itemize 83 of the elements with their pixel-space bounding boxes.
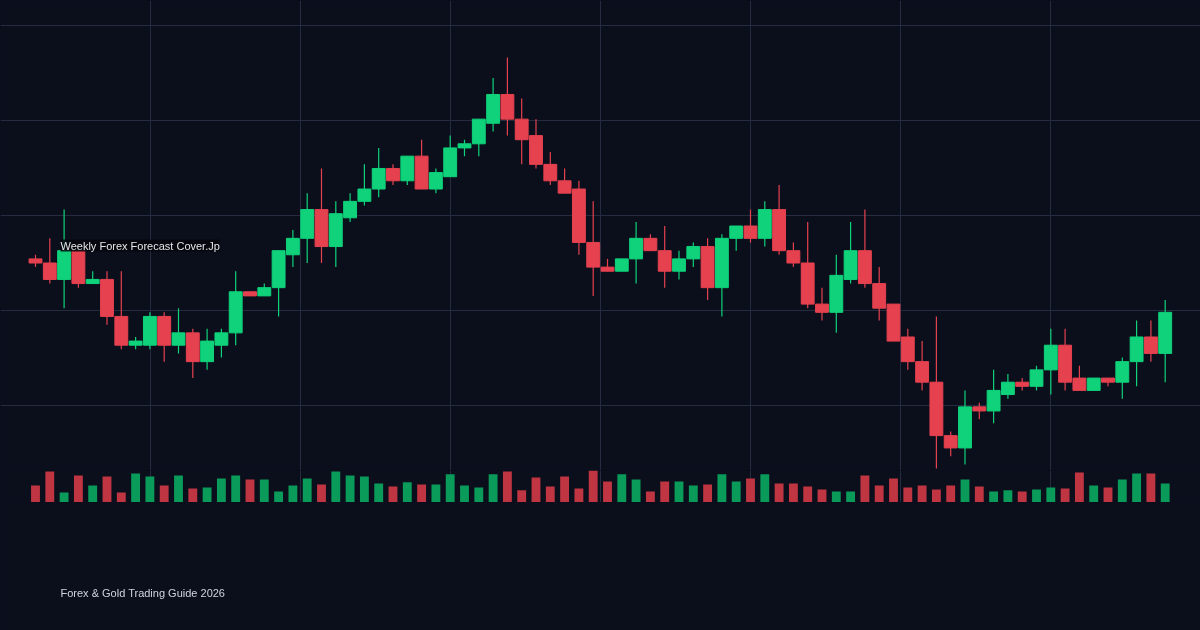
bar [946, 485, 956, 502]
bar [288, 485, 298, 502]
bar [245, 479, 255, 502]
bar [760, 474, 770, 502]
bar [631, 479, 641, 502]
bar [1089, 485, 1099, 502]
bar [145, 476, 155, 502]
bar [717, 474, 727, 502]
bar [889, 478, 898, 502]
bar [517, 490, 527, 502]
bar [474, 487, 484, 502]
bar [460, 485, 469, 502]
bar [774, 483, 784, 502]
bar [803, 486, 813, 502]
bar [331, 471, 341, 502]
bar [488, 474, 498, 502]
bar [703, 484, 713, 502]
bar [1032, 489, 1041, 502]
bar [617, 474, 627, 502]
bar [417, 484, 427, 502]
bar [159, 485, 169, 502]
text: Weekly Forex Forecast Cover.Jp [60, 239, 220, 252]
bar [545, 486, 555, 502]
bar [1046, 487, 1056, 502]
bar [445, 474, 455, 502]
bar [788, 483, 798, 502]
candlestick [386, 163, 400, 186]
bar [1017, 491, 1027, 502]
candlestick [1143, 319, 1158, 363]
bar [846, 491, 856, 502]
bar [302, 478, 312, 502]
bar [402, 482, 412, 502]
bar [860, 475, 870, 502]
bar [603, 481, 612, 502]
bar [1132, 473, 1142, 502]
bar [274, 491, 284, 502]
bar [1074, 472, 1084, 502]
bar [317, 484, 326, 502]
bar [831, 491, 841, 502]
bar [960, 479, 970, 502]
bar [645, 491, 655, 502]
candlestick [171, 307, 186, 355]
bar [1103, 487, 1113, 502]
bar [231, 475, 241, 502]
bar [116, 492, 126, 502]
bar [574, 488, 584, 502]
bar [674, 481, 684, 502]
bar [1060, 488, 1070, 502]
bar [731, 481, 741, 502]
bar [917, 485, 927, 502]
bar [1117, 479, 1127, 502]
bar [974, 486, 984, 502]
bar [174, 475, 183, 502]
bar [502, 471, 512, 502]
bar [874, 485, 884, 502]
bar [1160, 483, 1170, 502]
bar [88, 485, 98, 502]
bar [345, 475, 355, 502]
text: Forex & Gold Trading Guide 2026 [60, 586, 225, 599]
bar [660, 481, 670, 502]
bar [374, 483, 384, 502]
bar [188, 488, 198, 502]
bar [259, 479, 269, 502]
bar [202, 487, 212, 502]
bar [73, 475, 83, 502]
bar [588, 470, 598, 502]
bar [216, 478, 226, 502]
bar [131, 473, 141, 502]
bar [1146, 473, 1156, 502]
bar [746, 478, 755, 502]
bar [59, 492, 69, 502]
bar [903, 487, 913, 502]
candlestick [743, 208, 758, 244]
bar [560, 476, 570, 502]
bar [931, 489, 941, 502]
bar [817, 489, 827, 502]
bar [45, 471, 55, 502]
bar [359, 476, 369, 502]
bar [1003, 490, 1013, 502]
bar [688, 485, 698, 502]
bar [31, 485, 40, 502]
bar [431, 484, 441, 502]
bar [989, 491, 999, 502]
